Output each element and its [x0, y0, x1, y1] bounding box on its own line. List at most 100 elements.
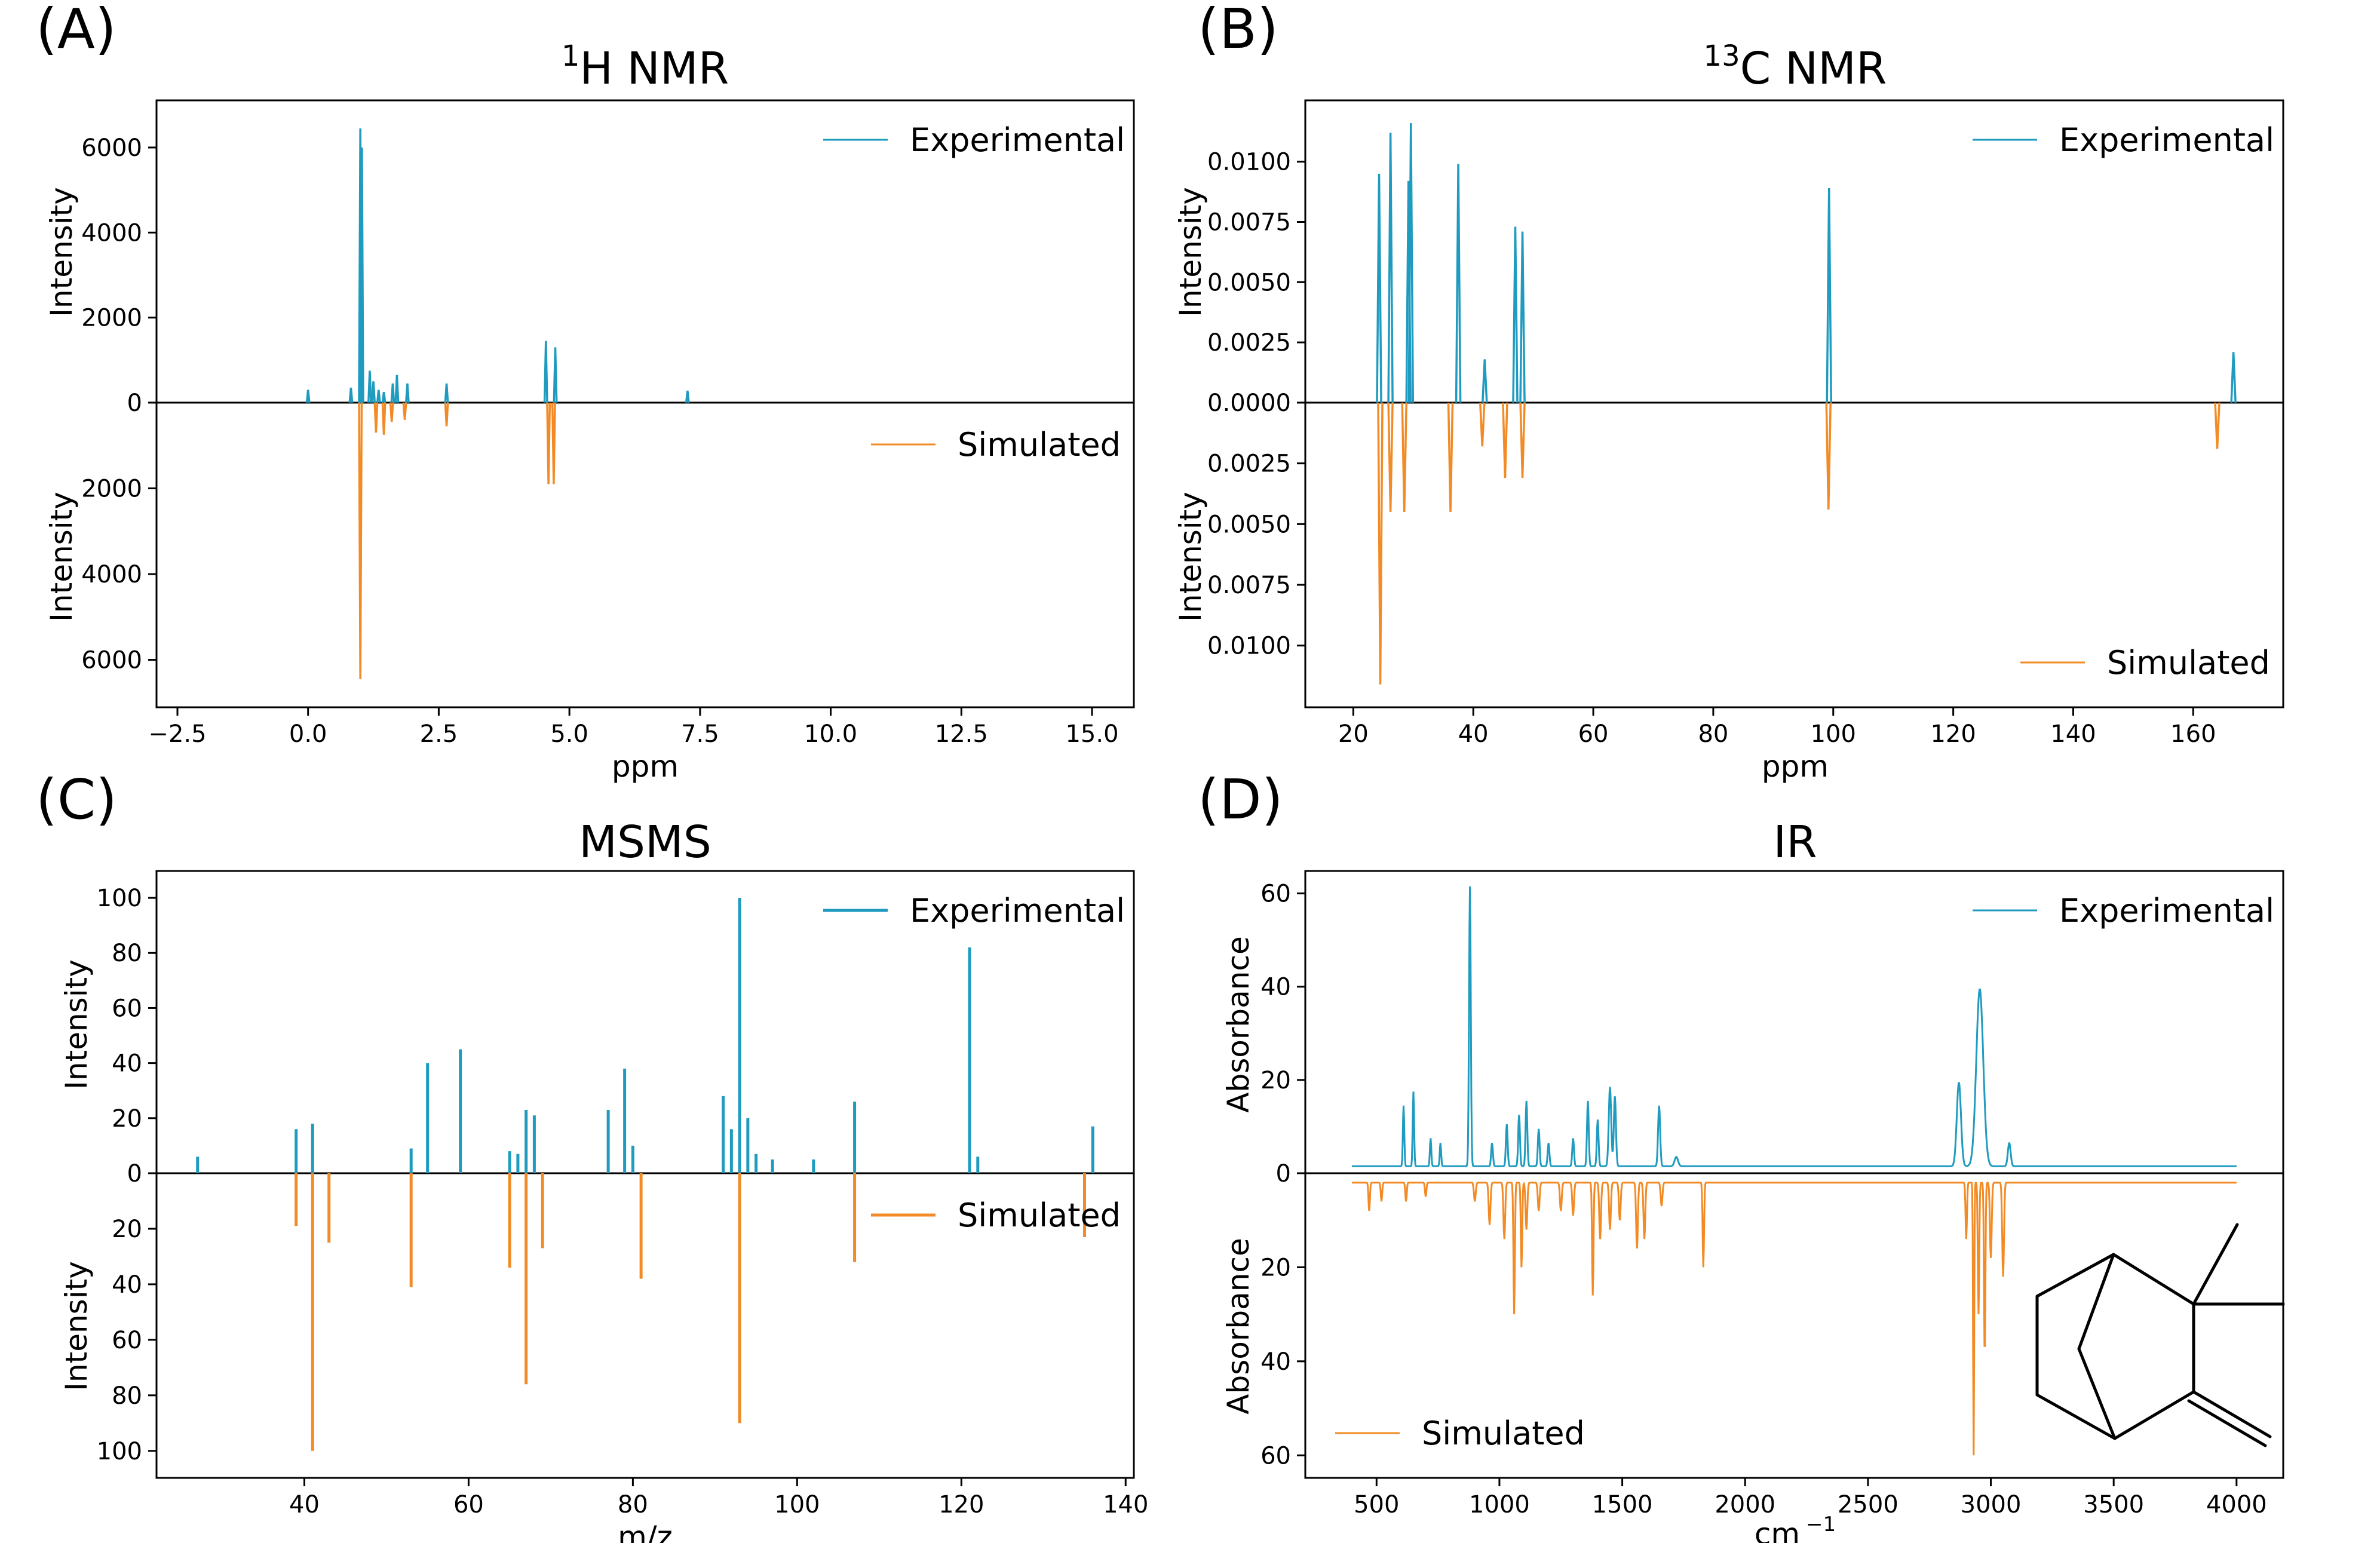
y-tick-label: 0.0050 [1207, 269, 1291, 296]
panel-d-xlabel: cm −1 [1755, 1513, 1836, 1543]
experimental-peak [348, 387, 354, 403]
panel-d-plot: 500 1000 1500 2000 2500 3000 3500 4000 0 20 40 60 20… [1260, 870, 2284, 1519]
panel-b-letter: (B) [1198, 0, 1278, 61]
experimental-peak [1482, 359, 1488, 403]
molecule-bond [2077, 1347, 2117, 1440]
y-tick-label: 60 [1260, 881, 1291, 908]
experimental-peak [390, 383, 395, 403]
y-tick-label: 0.0075 [1207, 209, 1291, 237]
simulated-peak [373, 402, 379, 433]
experimental-legend-label: Experimental [910, 892, 1125, 930]
y-tick-label: 2000 [81, 476, 142, 503]
simulated-peak [358, 402, 363, 679]
y-tick-label: 0.0025 [1207, 450, 1291, 478]
experimental-spectrum-line [1352, 886, 2237, 1167]
x-tick-label: 1000 [1469, 1491, 1530, 1519]
y-tick-label: 0 [127, 389, 142, 417]
simulated-peak [444, 402, 449, 427]
y-tick-label: 20 [112, 1216, 142, 1243]
panel-d-title: IR [1773, 817, 1817, 868]
plot-frame [1304, 870, 2284, 1479]
x-tick-label: 500 [1354, 1491, 1399, 1519]
simulated-spectrum-line [1352, 1182, 2237, 1456]
x-tick-label: 80 [618, 1491, 648, 1519]
simulated-peak [1479, 402, 1486, 447]
plot-frame [1304, 99, 2284, 708]
x-tick-label: 3500 [2083, 1491, 2144, 1519]
simulated-peak [1825, 402, 1832, 510]
panel-c-letter: (C) [36, 768, 117, 832]
x-tick-label: 140 [2050, 720, 2096, 748]
experimental-peak [367, 370, 372, 403]
y-tick-label: 40 [1260, 974, 1291, 1001]
experimental-peak [1376, 173, 1382, 403]
experimental-peak [305, 389, 311, 403]
x-tick-label: 40 [1458, 720, 1489, 748]
experimental-peak [2230, 352, 2237, 403]
panel-a-ylabel-top: Intensity [44, 187, 79, 317]
y-tick-label: 20 [1260, 1254, 1291, 1281]
simulated-peak [1502, 402, 1508, 478]
experimental-peak [381, 391, 387, 403]
y-tick-label: 0.0025 [1207, 329, 1291, 357]
molecule-bond [2035, 1253, 2115, 1298]
simulated-peak [381, 402, 387, 435]
y-tick-label: 60 [1260, 1442, 1291, 1470]
molecule-bond [2192, 1390, 2272, 1438]
x-tick-label: 1500 [1592, 1491, 1653, 1519]
panel-c-xlabel: m/z [618, 1520, 673, 1543]
x-tick-label: 160 [2170, 720, 2216, 748]
experimental-peak [1519, 231, 1526, 403]
simulated-peak [1387, 402, 1394, 513]
y-tick-label: 6000 [81, 134, 142, 162]
molecule-bond [2192, 1223, 2239, 1306]
y-tick-label: 80 [112, 940, 142, 967]
x-tick-label: 5.0 [550, 720, 588, 748]
x-tick-label: 40 [289, 1491, 320, 1519]
x-tick-label: 80 [1698, 720, 1728, 748]
experimental-peak [1407, 123, 1415, 403]
panel-c-plot: 40 60 80 100 120 140 0 20 40 60 80 100 20 40 60 80 100 Ex… [97, 870, 1148, 1519]
x-tick-label: 2000 [1715, 1491, 1775, 1519]
panel-b-title: 13C NMR [1704, 39, 1887, 94]
molecule-bond [2187, 1399, 2267, 1447]
x-tick-label: 120 [938, 1491, 984, 1519]
experimental-peak [543, 340, 548, 403]
x-tick-label: 100 [1811, 720, 1856, 748]
panel-b-ylabel-bottom: Intensity [1173, 492, 1208, 622]
y-tick-label: 4000 [81, 219, 142, 247]
y-tick-label: 60 [112, 1327, 142, 1354]
simulated-legend-label: Simulated [1422, 1415, 1585, 1452]
simulated-peak [1447, 402, 1454, 513]
x-tick-label: 120 [1930, 720, 1976, 748]
x-tick-label: 2.5 [420, 720, 458, 748]
y-tick-label: 60 [112, 995, 142, 1022]
experimental-peak [553, 347, 558, 403]
x-tick-label: 3000 [1961, 1491, 2022, 1519]
simulated-peak [1377, 402, 1384, 685]
plot-frame [155, 99, 1135, 708]
x-tick-label: 60 [453, 1491, 484, 1519]
y-tick-label: 40 [1260, 1348, 1291, 1376]
plot-frame [155, 870, 1135, 1479]
experimental-peak [1387, 133, 1394, 403]
molecule-bond [2035, 1393, 2117, 1440]
y-tick-label: 0.0075 [1207, 572, 1291, 599]
simulated-peak [546, 402, 551, 484]
experimental-peak [405, 383, 410, 403]
experimental-peak [1826, 188, 1833, 403]
y-tick-label: 100 [97, 885, 142, 912]
x-tick-label: 20 [1338, 720, 1369, 748]
panel-c-ylabel-top: Intensity [59, 959, 94, 1090]
y-tick-label: 40 [112, 1271, 142, 1299]
y-tick-label: 4000 [81, 561, 142, 588]
panel-b-plot: 20 40 60 80 100 120 140 160 0.0000 0.0025 0.0050 0.… [1207, 99, 2284, 748]
simulated-legend-label: Simulated [958, 1197, 1121, 1234]
x-tick-label: 0.0 [289, 720, 327, 748]
panel-a-letter: (A) [36, 0, 116, 61]
x-tick-label: 140 [1103, 1491, 1148, 1519]
simulated-peak [1401, 402, 1407, 513]
molecule-bond [2112, 1253, 2195, 1306]
experimental-legend-label: Experimental [910, 121, 1125, 159]
